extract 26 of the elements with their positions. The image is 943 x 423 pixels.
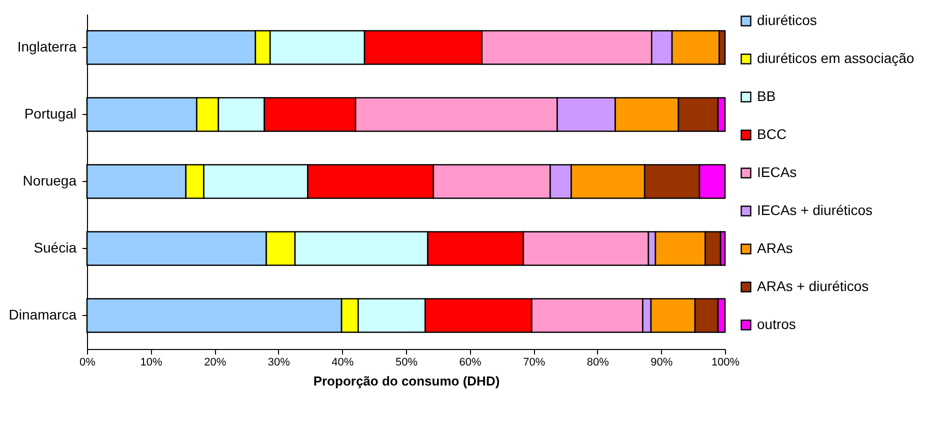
y-tick-label: Portugal — [24, 106, 76, 122]
x-tick-label: 10% — [140, 356, 163, 368]
y-tick-label: Suécia — [34, 240, 77, 256]
x-tick-label: 20% — [204, 356, 226, 368]
legend-label: diuréticos — [757, 12, 817, 28]
x-tick-label: 80% — [586, 356, 610, 368]
x-tick-label: 0% — [80, 356, 96, 368]
x-tick-label: 70% — [523, 356, 546, 368]
x-tick-label: 50% — [395, 356, 418, 368]
legend-label: IECAs — [757, 164, 797, 180]
x-tick-label: 100% — [711, 356, 740, 368]
legend-label: ARAs + diuréticos — [757, 278, 869, 294]
y-tick-label: Noruega — [22, 172, 77, 188]
legend-label: ARAs — [757, 240, 793, 256]
x-axis-title: Proporção do consumo (DHD) — [313, 374, 500, 388]
legend-label: diuréticos em associação — [757, 50, 914, 66]
x-tick-label: 30% — [268, 356, 290, 368]
y-tick-label: Dinamarca — [8, 306, 77, 322]
legend-label: BCC — [757, 126, 787, 142]
y-tick-label: Inglaterra — [17, 38, 77, 54]
legend-label: IECAs + diuréticos — [757, 202, 873, 218]
legend-label: outros — [757, 316, 796, 332]
x-tick-label: 60% — [459, 356, 482, 368]
legend-label: BB — [757, 88, 776, 104]
x-tick-label: 40% — [332, 356, 354, 368]
x-tick-label: 90% — [650, 356, 673, 368]
